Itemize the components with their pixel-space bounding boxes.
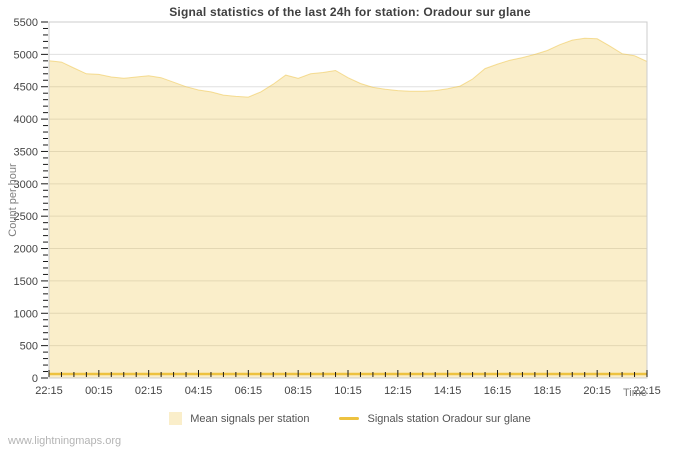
svg-text:22:15: 22:15 (35, 385, 63, 397)
svg-text:5000: 5000 (14, 49, 38, 61)
svg-text:0: 0 (32, 373, 38, 385)
watermark-text: www.lightningmaps.org (8, 435, 122, 447)
svg-text:16:15: 16:15 (484, 385, 512, 397)
svg-text:12:15: 12:15 (384, 385, 412, 397)
svg-text:00:15: 00:15 (85, 385, 113, 397)
svg-text:02:15: 02:15 (135, 385, 163, 397)
svg-text:500: 500 (20, 341, 38, 353)
svg-text:10:15: 10:15 (334, 385, 362, 397)
x-axis-label: Time (622, 387, 647, 399)
legend-label-station-signals: Signals station Oradour sur glane (367, 412, 531, 425)
svg-text:04:15: 04:15 (185, 385, 213, 397)
svg-text:4000: 4000 (14, 114, 38, 126)
line-swatch-icon (339, 417, 360, 420)
svg-text:2500: 2500 (14, 211, 38, 223)
chart-title: Signal statistics of the last 24h for st… (169, 5, 531, 19)
tick-labels: 0 500 1000 1500 2000 2500 3000 3500 4000 4500 5000… (14, 17, 661, 397)
svg-text:2000: 2000 (14, 244, 38, 256)
svg-text:22:15: 22:15 (633, 385, 661, 397)
gridlines (49, 53, 647, 347)
legend-item-station-signals: Signals station Oradour sur glane (339, 412, 531, 425)
series-mean-signals (48, 37, 648, 378)
tick-marks (41, 21, 648, 379)
svg-text:08:15: 08:15 (284, 385, 312, 397)
svg-text:20:15: 20:15 (583, 385, 611, 397)
plot-border (48, 21, 648, 379)
area-swatch-icon (169, 412, 183, 425)
svg-text:3500: 3500 (14, 146, 38, 158)
svg-text:3000: 3000 (14, 179, 38, 191)
legend-label-mean-signals: Mean signals per station (190, 412, 310, 425)
svg-text:18:15: 18:15 (534, 385, 562, 397)
svg-text:06:15: 06:15 (235, 385, 263, 397)
svg-text:4500: 4500 (14, 82, 38, 94)
svg-text:1000: 1000 (14, 308, 38, 320)
chart-legend: Mean signals per station Signals station… (0, 412, 700, 425)
svg-text:1500: 1500 (14, 276, 38, 288)
legend-item-mean-signals: Mean signals per station (169, 412, 309, 425)
svg-text:5500: 5500 (14, 17, 38, 29)
y-axis-label: Count per hour (7, 163, 19, 237)
svg-text:14:15: 14:15 (434, 385, 462, 397)
